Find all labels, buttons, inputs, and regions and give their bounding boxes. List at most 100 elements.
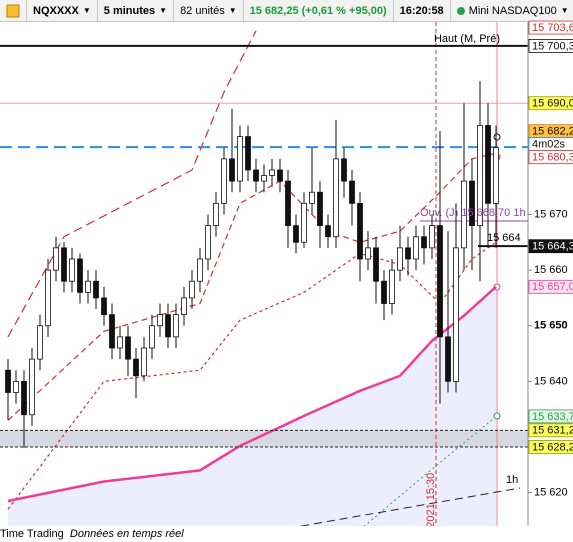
candle-body xyxy=(205,225,211,260)
candle-body xyxy=(309,191,315,204)
instrument[interactable]: Mini NASDAQ100 ▼ xyxy=(451,0,573,21)
price-box xyxy=(528,440,573,454)
candle-body xyxy=(349,180,355,204)
interval[interactable]: 5 minutes ▼ xyxy=(98,0,175,21)
candle-body xyxy=(485,125,491,204)
candle-body xyxy=(453,247,459,382)
candle-body xyxy=(341,158,347,182)
price-box xyxy=(528,423,573,438)
candle-body xyxy=(261,175,267,182)
annotation: Haut (M, Pré) xyxy=(434,33,500,45)
candle-body xyxy=(437,225,443,338)
price-label: 15 703,6 xyxy=(532,22,573,34)
candle-body xyxy=(293,225,299,243)
quote: 15 682,25 (+0,61 % +95,00) xyxy=(249,4,387,17)
candle-body xyxy=(357,202,363,260)
candle-body xyxy=(125,336,131,360)
level-band xyxy=(0,430,528,448)
price-box xyxy=(528,20,573,35)
y-tick-label: 15 640 xyxy=(534,375,568,387)
candle-body xyxy=(285,180,291,227)
candle-body xyxy=(333,158,339,238)
price-box xyxy=(528,279,573,294)
marker xyxy=(493,412,501,420)
candle-body xyxy=(429,225,435,249)
price-label: 4m02s xyxy=(532,139,566,151)
y-tick-label: 15 660 xyxy=(534,264,568,276)
candle-body xyxy=(397,247,403,271)
marker xyxy=(493,133,501,141)
quote: 15 682,25 (+0,61 % +95,00) xyxy=(244,0,394,21)
y-tick-label: 15 650 xyxy=(534,320,568,332)
candle-body xyxy=(61,247,67,282)
candle-body xyxy=(141,347,147,377)
settings[interactable] xyxy=(0,0,27,21)
candle-body xyxy=(85,280,91,293)
footer-right: Données en temps réel xyxy=(69,528,184,540)
overlay-area xyxy=(8,286,496,526)
price-box xyxy=(528,39,573,53)
candle-body xyxy=(493,147,499,204)
candle-body xyxy=(149,325,155,349)
price-label: 15 633,7 xyxy=(532,411,573,423)
candle-body xyxy=(13,380,19,393)
candle-body xyxy=(277,169,283,182)
price-box xyxy=(528,96,573,111)
candle-body xyxy=(21,380,27,416)
symbol[interactable]: NQXXXX ▼ xyxy=(27,0,98,21)
candle-body xyxy=(197,258,203,282)
time: 16:20:58 xyxy=(394,0,451,21)
price-label: 15 657,0 xyxy=(532,281,573,293)
candle-body xyxy=(117,336,123,349)
price-label: 15 680,3 xyxy=(532,152,573,164)
candle-body xyxy=(301,202,307,243)
instrument: Mini NASDAQ100 xyxy=(468,4,557,17)
candle-body xyxy=(53,247,59,271)
candle-body xyxy=(421,236,427,249)
candle-body xyxy=(165,314,171,338)
y-tick-label: 15 670 xyxy=(534,208,568,220)
candle-body xyxy=(317,191,323,227)
candle-body xyxy=(69,258,75,282)
candle-body xyxy=(445,336,451,382)
candle-body xyxy=(253,169,259,182)
candle-body xyxy=(405,247,411,260)
status-dot xyxy=(456,6,465,15)
symbol: NQXXXX xyxy=(33,4,79,17)
candle-body xyxy=(93,280,99,299)
candle-body xyxy=(29,358,35,416)
price-box xyxy=(528,409,573,424)
candle-body xyxy=(213,202,219,227)
annotation: Ouv. (J) 15 668,70 1h xyxy=(420,207,526,219)
price-label: 15 682,2 xyxy=(532,126,573,138)
candle-body xyxy=(229,158,235,182)
candle-body xyxy=(373,247,379,282)
footer: Time Trading Données en temps réel xyxy=(0,526,573,542)
toolbar: NQXXXX ▼ 5 minutes ▼ 82 unités ▼ 15 682,25 … xyxy=(0,0,573,22)
candle-body xyxy=(45,269,51,327)
annotation: 15 664 xyxy=(487,232,521,244)
candle-body xyxy=(365,247,371,260)
time: 16:20:58 xyxy=(399,4,444,17)
candle-body xyxy=(269,169,275,176)
price-label: 15 631,2 xyxy=(532,425,573,437)
trend-line xyxy=(298,487,521,526)
price-label: 15 700,3 xyxy=(532,40,573,52)
candle-body xyxy=(461,180,467,249)
chart: Haut (M, Pré) Ouv. (J) 15 668,70 1h 15 6… xyxy=(0,20,573,526)
projection xyxy=(363,415,498,526)
price-label: 15 664,3 xyxy=(532,241,573,253)
price-label: 15 628,2 xyxy=(532,441,573,453)
candle-body xyxy=(189,280,195,299)
candle-body xyxy=(237,136,243,182)
candle-body xyxy=(325,225,331,238)
candle-body xyxy=(101,297,107,316)
units: 82 unités xyxy=(180,4,225,17)
annotation: 1h xyxy=(506,474,518,486)
units[interactable]: 82 unités ▼ xyxy=(174,0,244,21)
candle-body xyxy=(37,325,43,360)
candle-body xyxy=(181,297,187,316)
footer-left: Time Trading xyxy=(0,528,64,540)
price-box xyxy=(528,239,573,254)
price-box xyxy=(528,150,573,165)
